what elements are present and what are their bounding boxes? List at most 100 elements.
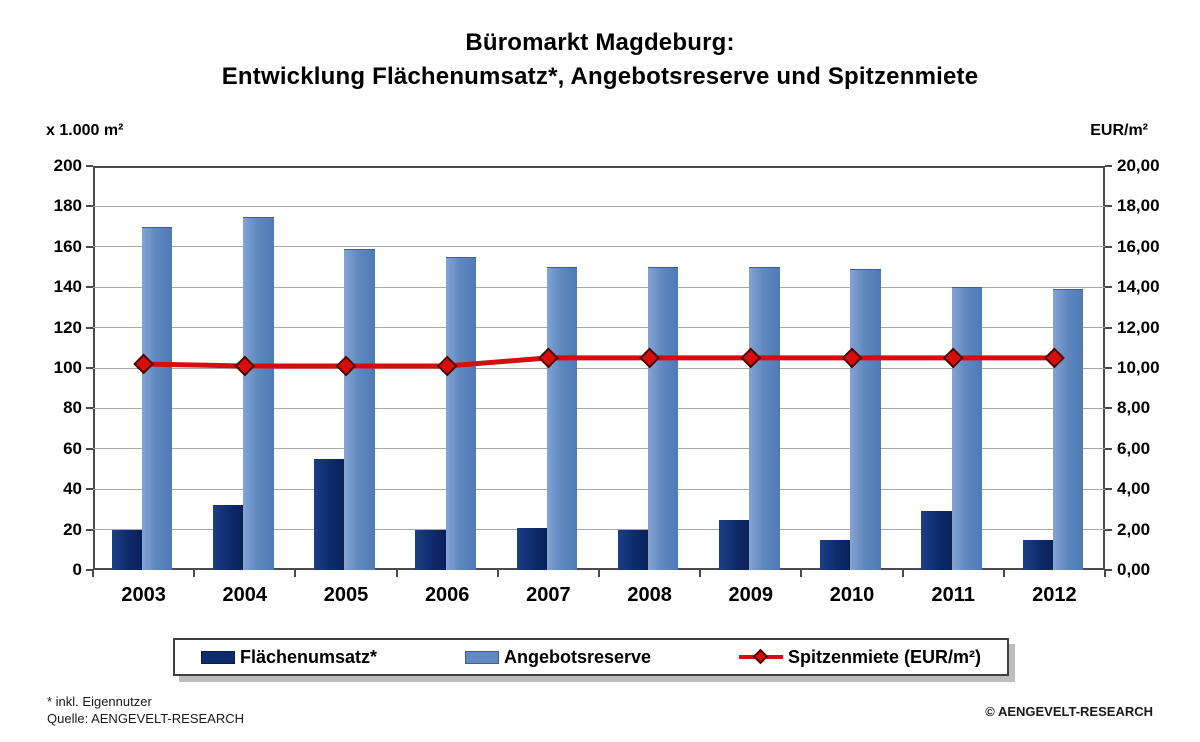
x-axis-label: 2006 [424,584,470,606]
right-axis-tick-label: 16,00 [1117,236,1160,256]
left-axis-tick [86,245,93,248]
gridline [93,407,1105,409]
left-axis-tick [86,407,93,410]
x-axis-tick [496,570,499,577]
line-marker-diamond [335,355,357,377]
right-axis-tick-label: 10,00 [1117,358,1160,377]
left-axis-tick [86,367,93,369]
left-axis-tick-label: 60 [63,438,82,458]
right-axis-tick-label: 12,00 [1117,317,1160,337]
right-axis-tick-label: 4,00 [1117,479,1151,499]
bar-flaechenumsatz [1022,539,1053,570]
right-axis-tick [1105,286,1112,289]
bar-angebotsreserve [850,269,881,570]
x-axis-tick [193,570,196,577]
right-axis-tick [1105,488,1112,491]
left-axis-tick-label: 0 [72,560,82,579]
gridline [93,205,1105,207]
right-axis-tick-label: 18,00 [1117,196,1160,216]
x-axis-label: 2011 [931,584,975,606]
right-axis-tick [1105,245,1112,248]
left-axis-tick [86,447,93,450]
copyright-notice: © AENGEVELT-RESEARCH [985,704,1153,719]
bar-angebotsreserve [243,216,274,570]
x-axis-label: 2009 [728,584,774,606]
legend: Flächenumsatz* Angebotsreserve Spitzenmiet… [173,638,1009,676]
x-axis-label: 2010 [829,584,875,606]
line-marker-diamond [133,353,155,375]
left-axis-tick-label: 80 [63,398,82,418]
bar-flaechenumsatz [718,519,750,570]
left-axis-tick [86,165,93,167]
bar-flaechenumsatz [111,529,143,570]
line-marker-diamond [942,347,964,369]
line-marker-diamond [234,355,256,377]
x-axis-tick [92,570,94,577]
right-axis-unit-label: EUR/m² [1090,122,1148,139]
line-marker-diamond [639,347,661,369]
gridline [93,488,1105,490]
gridline [93,286,1105,288]
line-marker-diamond [740,347,762,369]
x-axis-label: 2003 [121,584,166,606]
legend-label: Spitzenmiete (EUR/m²) [787,646,981,667]
legend-label: Angebotsreserve [503,646,652,667]
right-axis-tick-label: 14,00 [1117,277,1160,297]
right-axis-tick [1105,367,1112,369]
legend-label: Flächenumsatz* [240,646,378,667]
line-marker-diamond [436,355,458,377]
line-path [143,355,1055,369]
bar-angebotsreserve [648,267,679,570]
left-axis-tick-label: 40 [63,479,82,499]
x-axis-tick [800,570,803,577]
legend-item: Angebotsreserve [464,646,652,668]
right-axis-tick [1105,407,1112,410]
x-axis-tick [1002,570,1005,577]
legend-diamond-icon [752,648,769,665]
bar-flaechenumsatz [212,505,244,570]
gridline [93,246,1105,248]
right-axis-tick [1105,528,1112,531]
legend-item: Spitzenmiete (EUR/m²) [738,646,981,668]
right-axis-tick-label: 8,00 [1117,398,1151,418]
right-axis-tick [1105,165,1112,167]
left-axis-tick-label: 120 [53,317,82,337]
left-axis-tick [86,488,93,491]
footnote-asterisk: * inkl. Eigennutzer [47,694,152,709]
x-axis-tick [1104,570,1106,577]
x-axis-label: 2005 [323,584,369,606]
x-axis-tick [699,570,702,577]
bar-flaechenumsatz [415,529,446,570]
legend-item: Flächenumsatz* [201,647,377,668]
legend-angebotsreserve-swatch [464,650,499,664]
left-axis-tick-label: 140 [53,277,82,297]
right-axis-tick [1105,205,1112,208]
left-axis-tick [86,286,93,289]
x-axis-tick [598,570,600,577]
bar-flaechenumsatz [516,527,547,570]
line-marker-diamond [1043,347,1065,369]
bar-angebotsreserve [951,287,983,570]
right-axis-tick-label: 6,00 [1117,438,1151,458]
chart-title-line1: Büromarkt Magdeburg: [465,29,735,56]
left-axis-tick [86,569,93,571]
x-axis-label: 2008 [627,584,672,606]
gridline [93,327,1105,329]
gridline [93,448,1105,450]
left-axis-tick-label: 180 [53,196,82,216]
left-axis-tick-label: 100 [53,358,82,377]
x-axis-label: 2007 [526,584,571,606]
left-axis-tick-label: 160 [53,236,82,256]
bar-flaechenumsatz [314,458,345,570]
bar-angebotsreserve [546,267,578,570]
right-axis-tick [1105,447,1112,450]
left-axis-tick-label: 20 [63,519,82,539]
line-marker-diamond [537,347,559,369]
right-axis-tick [1105,326,1112,329]
x-axis-label: 2012 [1032,584,1077,606]
bar-angebotsreserve [445,256,477,570]
right-axis-tick-label: 0,00 [1117,560,1151,579]
x-axis-label: 2004 [222,584,268,606]
footnotes: * inkl. Eigennutzer Quelle: AENGEVELT-RE… [47,693,244,727]
